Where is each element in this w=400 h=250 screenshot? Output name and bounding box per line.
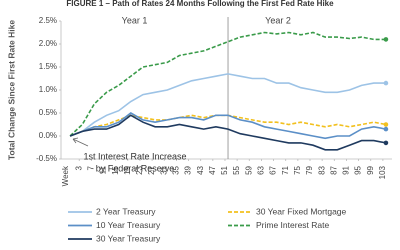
legend-label: 30 Year Treasury [96, 233, 161, 243]
end-point [383, 126, 389, 132]
x-tick-label: 39 [184, 165, 193, 174]
x-tick-label: 43 [196, 165, 205, 174]
annotation-arrow [72, 137, 89, 147]
series-line [69, 114, 387, 151]
legend-label: Prime Interest Rate [256, 220, 329, 230]
x-tick-label: 35 [172, 165, 181, 174]
x-tick-label: 67 [269, 165, 278, 174]
annotation: 1st Interest Rate Increase [83, 151, 186, 161]
period-label: Year 2 [265, 15, 291, 25]
x-tick-label: 19 [123, 165, 132, 174]
x-axis-label: Week [61, 165, 70, 186]
x-tick-label: 59 [244, 165, 253, 174]
period-label: Year 1 [122, 15, 148, 25]
x-tick-label: 83 [317, 165, 326, 174]
x-tick-label: 55 [232, 165, 241, 174]
x-tick-label: 7 [86, 165, 95, 170]
x-tick-label: 91 [342, 165, 351, 174]
x-tick-label: 23 [135, 165, 144, 174]
x-tick-label: 3 [74, 165, 83, 170]
x-tick-label: 11 [99, 165, 108, 174]
x-tick-label: 27 [147, 165, 156, 174]
x-tick-label: 103 [378, 165, 387, 179]
legend-label: 10 Year Treasury [96, 220, 161, 230]
y-axis-label: Total Change Since First Rate Hike [6, 20, 16, 160]
x-tick-label: 99 [366, 165, 375, 174]
x-tick-label: 31 [159, 165, 168, 174]
end-point [383, 37, 389, 42]
x-tick-label: 95 [354, 165, 363, 174]
end-point [383, 140, 389, 146]
x-tick-label: 63 [257, 165, 266, 174]
y-tick-label: 2.5% [39, 16, 57, 25]
y-tick-label: 1.0% [39, 85, 57, 94]
series-line [69, 112, 387, 140]
x-tick-label: 79 [305, 165, 314, 174]
series-line [69, 73, 386, 137]
x-tick-label: 47 [208, 165, 217, 174]
x-tick-label: 87 [329, 165, 338, 174]
y-tick-label: 2.0% [39, 39, 57, 48]
x-tick-label: 75 [293, 165, 302, 174]
x-tick-label: 71 [281, 165, 290, 174]
x-tick-label: 51 [220, 165, 229, 174]
annotation: by Federal Reserve [96, 163, 175, 173]
y-tick-label: 1.5% [39, 62, 57, 71]
legend-label: 30 Year Fixed Mortgage [256, 206, 347, 216]
y-tick-label: 0.0% [39, 131, 57, 140]
x-tick-label: 15 [111, 165, 120, 174]
end-point [383, 122, 389, 127]
end-point [383, 80, 389, 86]
chart-title: FIGURE 1 – Path of Rates 24 Months Follo… [66, 0, 334, 8]
y-tick-label: -0.5% [36, 154, 57, 163]
y-tick-label: 0.5% [39, 108, 57, 117]
legend-label: 2 Year Treasury [96, 206, 156, 216]
